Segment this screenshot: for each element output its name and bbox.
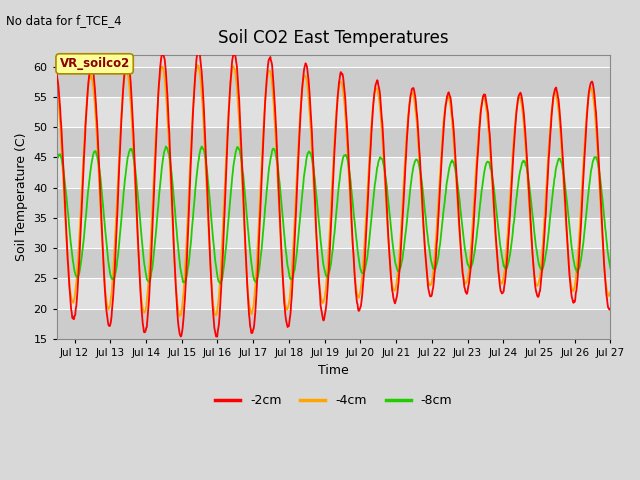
-4cm xyxy=(156,77,163,83)
-8cm xyxy=(380,164,388,170)
-2cm xyxy=(580,165,588,171)
-2cm xyxy=(213,334,221,339)
-4cm xyxy=(53,84,61,90)
Bar xyxy=(57,127,611,157)
-4cm xyxy=(580,154,588,159)
Bar xyxy=(57,67,611,97)
-2cm xyxy=(79,172,87,178)
Text: No data for f_TCE_4: No data for f_TCE_4 xyxy=(6,14,122,27)
Bar xyxy=(57,157,611,188)
-2cm xyxy=(195,47,203,53)
Line: -8cm: -8cm xyxy=(57,146,611,283)
-4cm xyxy=(79,157,87,163)
-8cm xyxy=(53,157,61,163)
-2cm xyxy=(380,152,388,158)
Bar xyxy=(57,278,611,309)
Text: VR_soilco2: VR_soilco2 xyxy=(60,57,130,70)
-8cm xyxy=(607,266,614,272)
Legend: -2cm, -4cm, -8cm: -2cm, -4cm, -8cm xyxy=(210,389,457,412)
-8cm xyxy=(216,280,224,286)
-2cm xyxy=(284,324,291,330)
-4cm xyxy=(284,306,291,312)
-2cm xyxy=(589,80,596,85)
-4cm xyxy=(607,289,614,295)
-4cm xyxy=(589,90,596,96)
Line: -4cm: -4cm xyxy=(57,65,611,316)
Bar xyxy=(57,218,611,248)
-8cm xyxy=(79,241,87,247)
Line: -2cm: -2cm xyxy=(57,50,611,336)
-4cm xyxy=(194,62,202,68)
-8cm xyxy=(162,144,170,149)
Bar xyxy=(57,248,611,278)
Bar xyxy=(57,97,611,127)
Bar xyxy=(57,309,611,339)
-8cm xyxy=(156,189,163,194)
Y-axis label: Soil Temperature (C): Soil Temperature (C) xyxy=(15,132,28,261)
-8cm xyxy=(580,235,588,240)
-4cm xyxy=(176,313,184,319)
-4cm xyxy=(380,164,388,170)
Title: Soil CO2 East Temperatures: Soil CO2 East Temperatures xyxy=(218,29,449,48)
-2cm xyxy=(156,75,163,81)
Bar xyxy=(57,188,611,218)
-2cm xyxy=(53,71,61,76)
-8cm xyxy=(284,264,291,269)
-2cm xyxy=(607,306,614,312)
-8cm xyxy=(589,160,596,166)
X-axis label: Time: Time xyxy=(318,363,349,376)
